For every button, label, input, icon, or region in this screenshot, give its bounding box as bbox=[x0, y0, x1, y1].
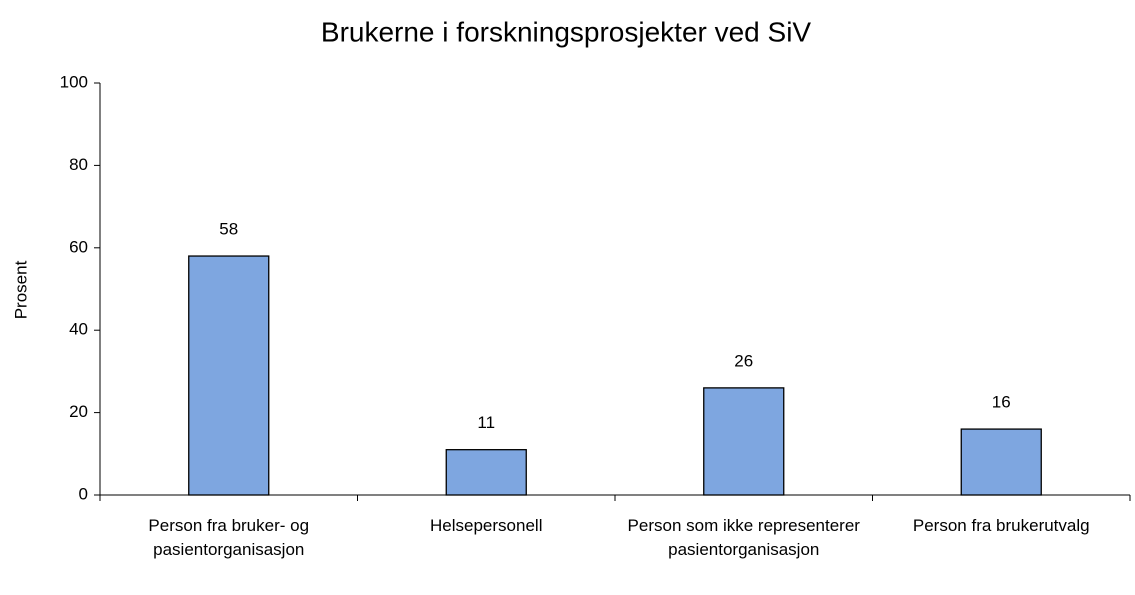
x-tick-label: Helsepersonell bbox=[430, 516, 543, 535]
data-label: 11 bbox=[477, 413, 495, 432]
y-tick-label: 80 bbox=[69, 155, 88, 174]
y-tick-label: 60 bbox=[69, 237, 88, 256]
y-tick-label: 20 bbox=[69, 402, 88, 421]
bar bbox=[188, 255, 270, 496]
data-label: 26 bbox=[734, 351, 753, 370]
y-tick-label: 40 bbox=[69, 320, 88, 339]
bar bbox=[960, 428, 1042, 496]
data-label: 16 bbox=[992, 393, 1011, 412]
x-tick-label: Person fra bruker- og pasientorganisasjo… bbox=[148, 516, 310, 559]
bar bbox=[445, 449, 527, 496]
y-tick-label: 0 bbox=[79, 484, 88, 503]
data-label: 58 bbox=[219, 220, 238, 239]
x-tick-label: Person som ikke representerer pasientorg… bbox=[627, 516, 860, 559]
x-tick-label: Person fra brukerutvalg bbox=[912, 516, 1090, 535]
bar bbox=[703, 387, 785, 496]
y-tick-label: 100 bbox=[60, 72, 88, 91]
chart-title: Brukerne i forskningsprosjekter ved SiV bbox=[321, 16, 812, 47]
y-axis-label: Prosent bbox=[11, 260, 30, 319]
